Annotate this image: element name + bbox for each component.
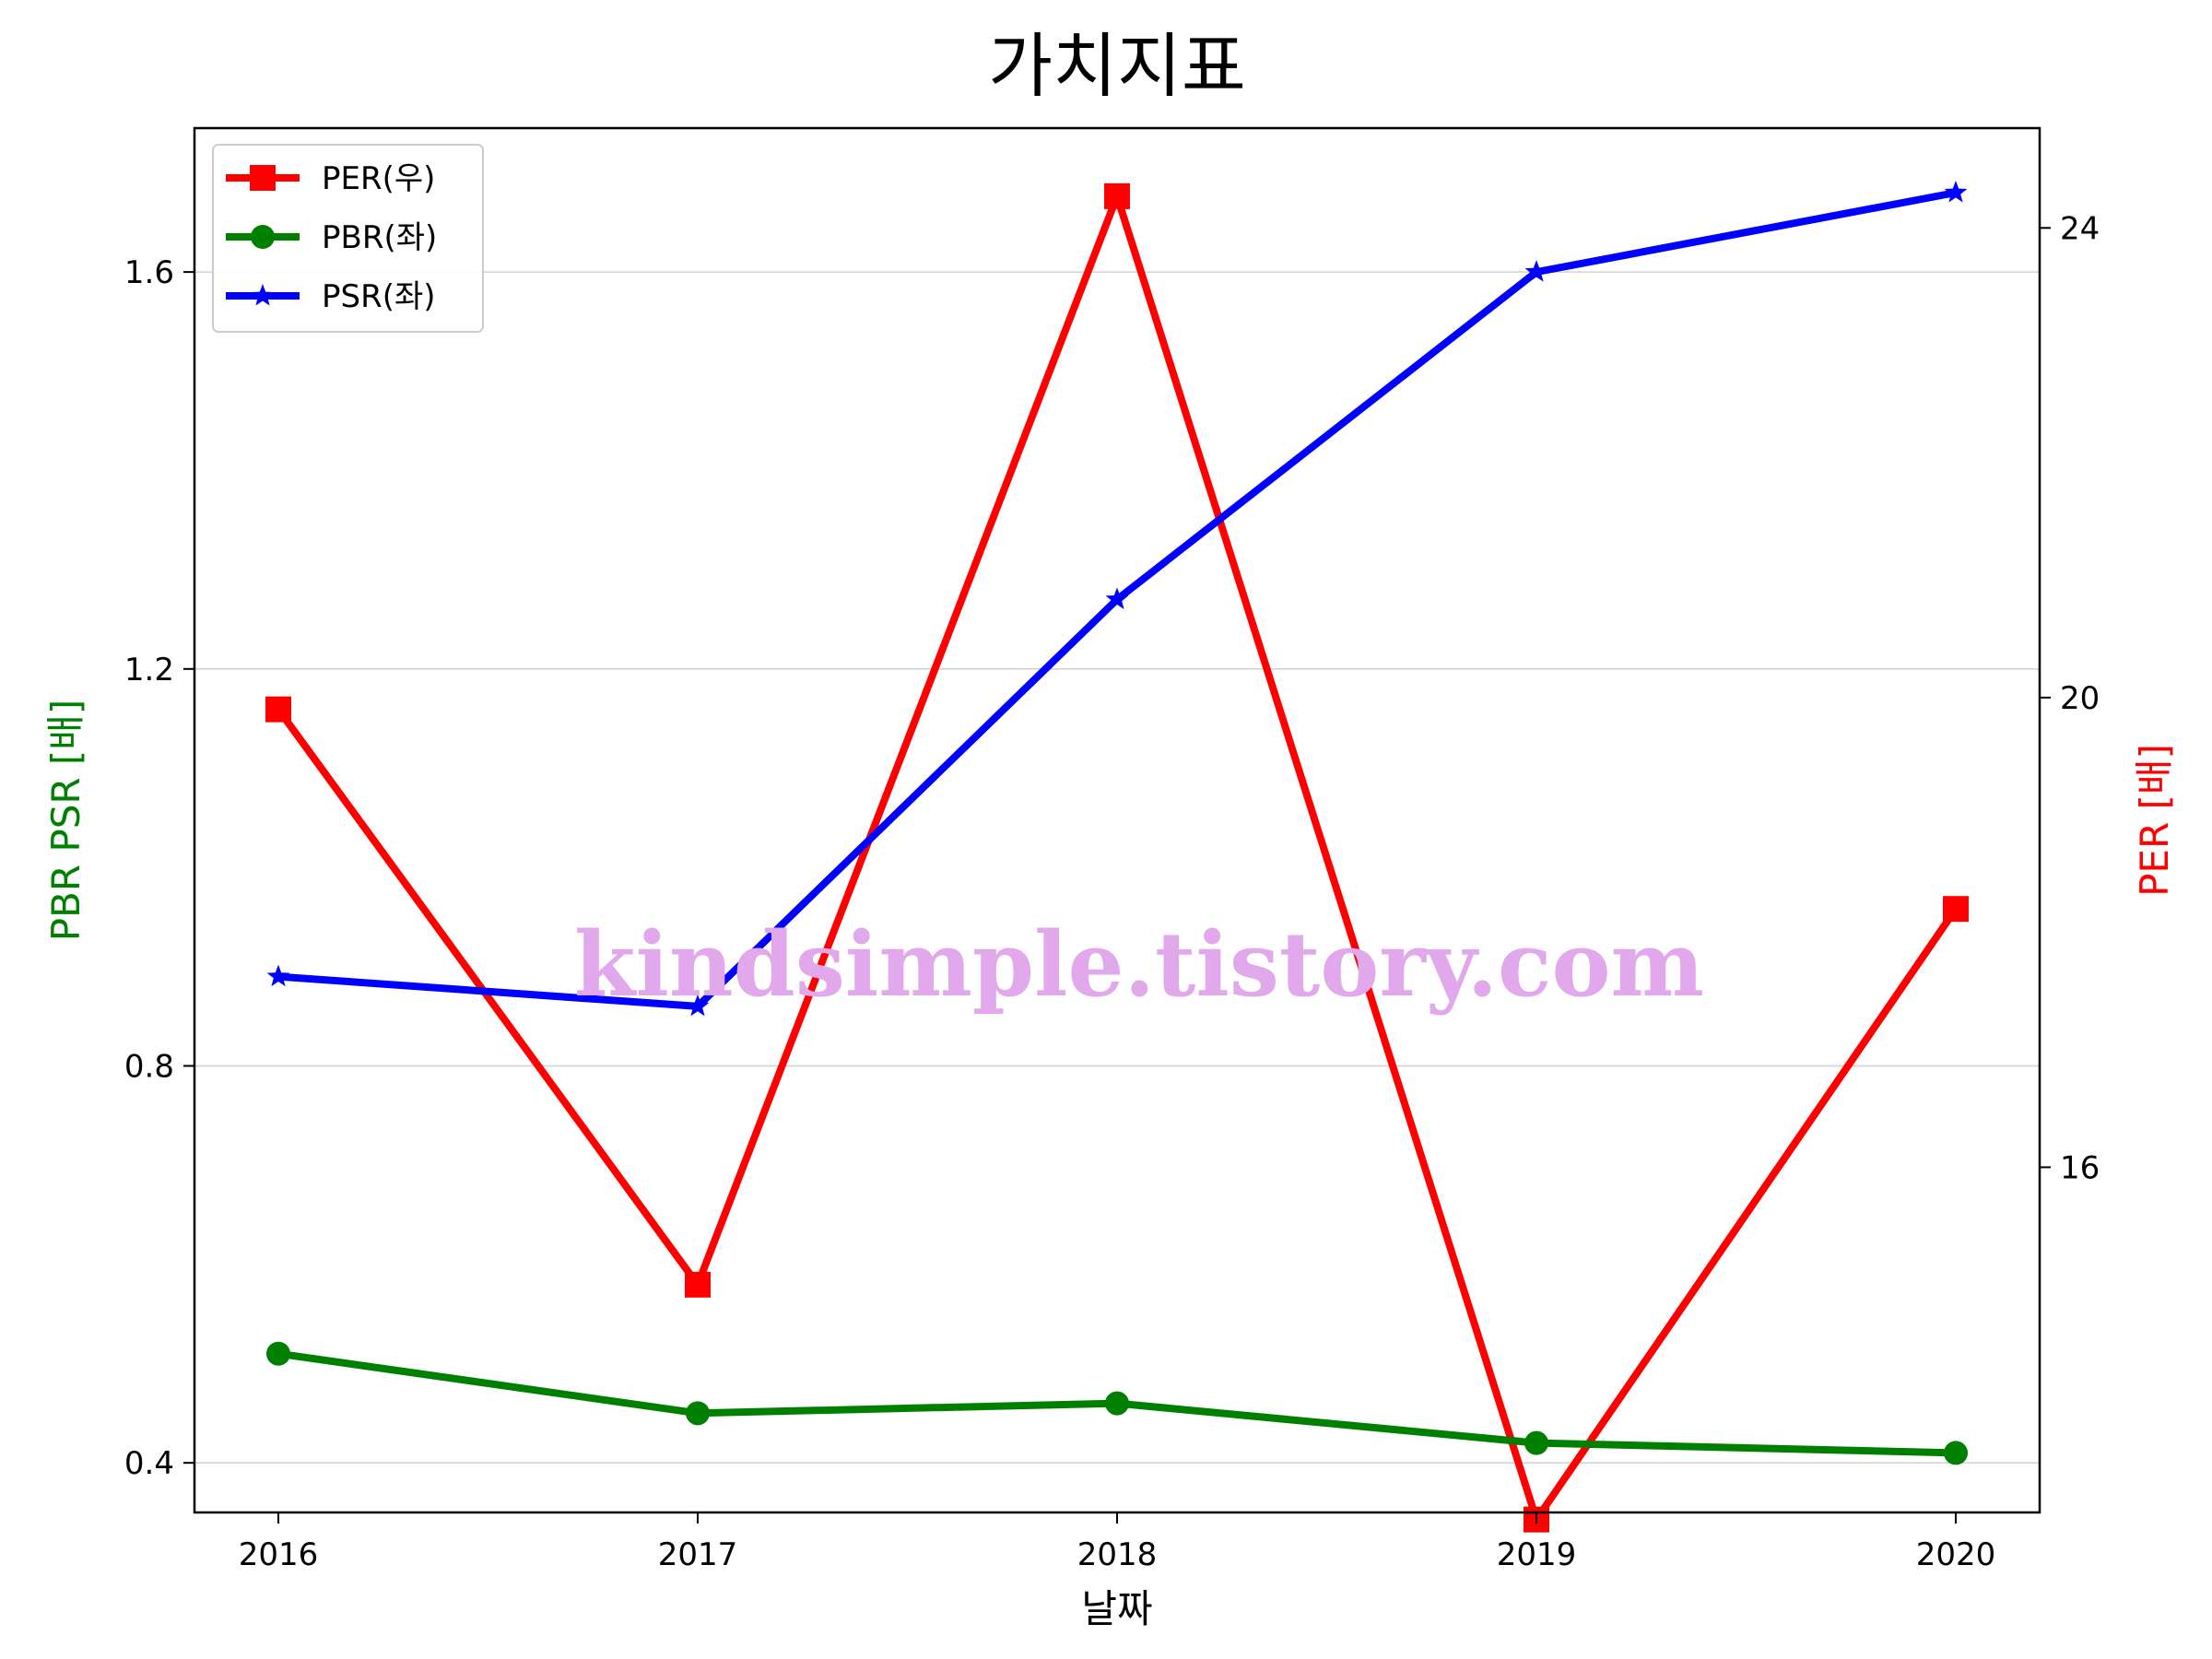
x-axis-label: 날짜 [1081, 1586, 1152, 1631]
y-right-tick-label: 24 [2060, 210, 2100, 247]
series-2-point [1105, 587, 1129, 609]
series-2-point [1944, 181, 1968, 203]
series-1-point [686, 1401, 710, 1426]
x-tick-label: 2019 [1497, 1536, 1577, 1573]
series-1-point [1944, 1441, 1968, 1465]
watermark: kindsimple.tistory.com [574, 912, 1704, 1017]
x-tick-label: 2018 [1077, 1536, 1158, 1573]
series-0-point [685, 1271, 711, 1298]
series-1-point [266, 1341, 290, 1366]
plot-area [194, 128, 2040, 1512]
series-0-point [265, 696, 291, 723]
x-tick-label: 2016 [239, 1536, 319, 1573]
y-axis-right-label: PER [배] [2132, 744, 2177, 897]
legend-label-2: PSR(좌) [322, 278, 436, 315]
y-right-tick-label: 16 [2060, 1149, 2100, 1186]
series-0-point [1104, 182, 1130, 209]
y-axis-left: 0.4 0.8 1.2 1.6 [124, 254, 194, 1482]
legend-marker-2 [251, 284, 275, 306]
series-1-point [1105, 1391, 1129, 1416]
x-tick-label: 2020 [1916, 1536, 1996, 1573]
legend-label-1: PBR(좌) [322, 219, 437, 256]
y-axis-right: 16 20 24 [2040, 210, 2100, 1186]
x-axis: 2016 2017 2018 2019 2020 [239, 1512, 1996, 1573]
legend: PER(우) PBR(좌) PSR(좌) [212, 144, 484, 333]
legend-box [212, 144, 484, 333]
legend-marker-0 [250, 165, 276, 191]
x-tick-label: 2017 [658, 1536, 738, 1573]
series-markers [265, 181, 1969, 1533]
legend-marker-1 [251, 225, 275, 249]
y-axis-left-label: PBR PSR [배] [43, 700, 88, 942]
y-left-tick-label: 1.6 [124, 254, 174, 291]
series-0-point [1943, 896, 1969, 923]
y-left-tick-label: 0.8 [124, 1048, 174, 1085]
y-left-tick-label: 0.4 [124, 1445, 174, 1482]
legend-label-0: PER(우) [322, 160, 435, 197]
chart-title: 가치지표 [988, 25, 1246, 107]
series-2-point [266, 964, 290, 987]
y-right-tick-label: 20 [2060, 680, 2100, 717]
grid-lines [194, 271, 2040, 1464]
series-1-point [1524, 1430, 1548, 1455]
y-left-tick-label: 1.2 [124, 652, 174, 688]
series-2-point [1524, 260, 1548, 282]
series-2-point [686, 994, 710, 1017]
